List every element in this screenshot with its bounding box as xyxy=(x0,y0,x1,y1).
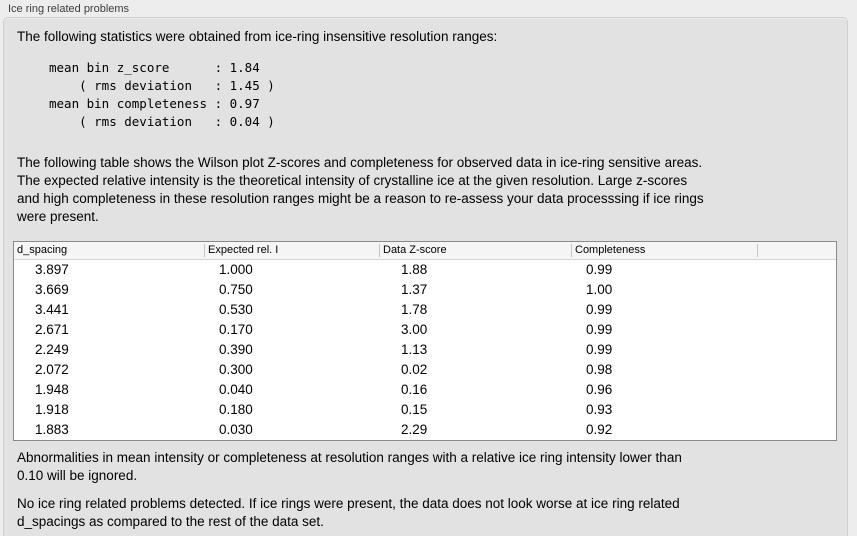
stats-block: mean bin z_score : 1.84 ( rms deviation … xyxy=(49,60,275,129)
table-cell: 1.78 xyxy=(401,301,428,317)
table-cell: 0.99 xyxy=(586,321,613,337)
table-cell: 2.072 xyxy=(35,361,69,377)
table-row[interactable]: 2.072 0.300 0.02 0.98 xyxy=(14,360,836,380)
table-cell: 0.170 xyxy=(219,321,253,337)
table-cell: 0.530 xyxy=(219,301,253,317)
table-cell: 0.92 xyxy=(586,421,613,437)
table-cell: 1.88 xyxy=(401,261,428,277)
table-cell: 3.441 xyxy=(35,301,69,317)
table-cell: 0.750 xyxy=(219,281,253,297)
column-header-d-spacing[interactable]: d_spacing xyxy=(14,242,204,260)
table-cell-empty xyxy=(757,280,836,300)
table-cell: 0.99 xyxy=(586,301,613,317)
table-cell: 0.180 xyxy=(219,401,253,417)
table-cell: 0.98 xyxy=(586,361,613,377)
table-cell: 0.390 xyxy=(219,341,253,357)
table-cell: 1.948 xyxy=(35,381,69,397)
column-header-empty[interactable] xyxy=(757,242,836,260)
table-cell-empty xyxy=(757,340,836,360)
table-cell: 1.37 xyxy=(401,281,428,297)
conclusion-text: No ice ring related problems detected. I… xyxy=(17,495,680,529)
ice-ring-table: d_spacing Expected rel. I Data Z-score Comp… xyxy=(14,242,836,440)
table-description: The following table shows the Wilson plo… xyxy=(17,155,704,224)
table-cell-empty xyxy=(757,320,836,340)
table-body: 3.897 1.000 1.88 0.99 3.669 0.750 1.37 1.00 3.44… xyxy=(14,259,836,440)
table-cell: 3.897 xyxy=(35,261,69,277)
table-cell: 3.669 xyxy=(35,281,69,297)
ignore-note-text: Abnormalities in mean intensity or compl… xyxy=(17,449,682,483)
table-cell: 0.300 xyxy=(219,361,253,377)
table-header-row: d_spacing Expected rel. I Data Z-score Comp… xyxy=(14,242,836,260)
table-row[interactable]: 2.249 0.390 1.13 0.99 xyxy=(14,340,836,360)
ice-ring-table-container: d_spacing Expected rel. I Data Z-score Comp… xyxy=(13,241,837,441)
ice-ring-panel: The following statistics were obtained f… xyxy=(3,17,848,536)
table-row[interactable]: 3.669 0.750 1.37 1.00 xyxy=(14,280,836,300)
table-cell: 0.030 xyxy=(219,421,253,437)
table-cell: 2.671 xyxy=(35,321,69,337)
table-cell: 0.16 xyxy=(401,381,428,397)
column-header-data-z-score[interactable]: Data Z-score xyxy=(379,242,571,260)
table-cell: 0.99 xyxy=(586,261,613,277)
intro-text: The following statistics were obtained f… xyxy=(17,29,498,44)
table-cell-empty xyxy=(757,380,836,400)
table-row[interactable]: 1.883 0.030 2.29 0.92 xyxy=(14,420,836,440)
table-cell: 0.040 xyxy=(219,381,253,397)
table-cell: 1.883 xyxy=(35,421,69,437)
section-title: Ice ring related problems xyxy=(8,3,130,15)
table-cell-empty xyxy=(757,420,836,440)
table-row[interactable]: 3.441 0.530 1.78 0.99 xyxy=(14,300,836,320)
table-cell: 1.00 xyxy=(586,281,613,297)
table-cell: 1.13 xyxy=(401,341,428,357)
table-cell: 2.29 xyxy=(401,421,428,437)
table-row[interactable]: 1.918 0.180 0.15 0.93 xyxy=(14,400,836,420)
table-row[interactable]: 1.948 0.040 0.16 0.96 xyxy=(14,380,836,400)
table-cell-empty xyxy=(757,300,836,320)
table-cell-empty xyxy=(757,400,836,420)
column-header-completeness[interactable]: Completeness xyxy=(571,242,757,260)
panel-content: The following statistics were obtained f… xyxy=(4,18,847,531)
column-header-expected-rel-i[interactable]: Expected rel. I xyxy=(204,242,379,260)
table-cell: 0.93 xyxy=(586,401,613,417)
table-cell: 0.96 xyxy=(586,381,613,397)
table-cell: 0.02 xyxy=(401,361,428,377)
table-cell-empty xyxy=(757,360,836,380)
table-cell: 3.00 xyxy=(401,321,428,337)
table-row[interactable]: 2.671 0.170 3.00 0.99 xyxy=(14,320,836,340)
table-cell: 2.249 xyxy=(35,341,69,357)
table-row[interactable]: 3.897 1.000 1.88 0.99 xyxy=(14,259,836,280)
table-cell: 0.99 xyxy=(586,341,613,357)
table-header: d_spacing Expected rel. I Data Z-score Comp… xyxy=(14,242,836,260)
table-cell: 0.15 xyxy=(401,401,428,417)
table-cell: 1.000 xyxy=(219,261,253,277)
table-cell-empty xyxy=(757,259,836,280)
table-cell: 1.918 xyxy=(35,401,69,417)
